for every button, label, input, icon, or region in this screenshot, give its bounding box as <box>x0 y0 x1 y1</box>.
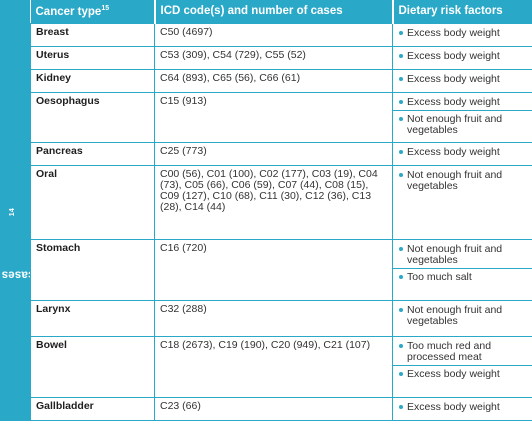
risk-item: Excess body weight <box>392 364 532 382</box>
table-row: Bowel C18 (2673), C19 (190), C20 (949), C… <box>30 335 532 398</box>
risk-item: Excess body weight <box>398 96 527 110</box>
table-row: Gallbladder C23 (66) Excess body weight <box>30 396 532 421</box>
table-row: Breast C50 (4697) Excess body weight <box>30 22 532 47</box>
cancer-type-cell: Pancreas <box>30 142 155 167</box>
header-risk: Dietary risk factors <box>392 0 532 23</box>
risk-item: Excess body weight <box>398 50 527 64</box>
cancer-type-cell: Uterus <box>30 45 155 70</box>
risk-cell: Excess body weight Not enough fruit and v… <box>392 91 532 144</box>
icd-cell: C16 (720) <box>154 239 393 302</box>
risk-cell: Too much red and processed meat Excess bo… <box>392 335 532 398</box>
risk-cell: Not enough fruit and vegetables Too much … <box>392 239 532 302</box>
icd-cell: C50 (4697) <box>154 22 393 47</box>
risk-item: Not enough fruit and vegetables <box>398 169 527 194</box>
risk-item: Excess body weight <box>398 401 527 415</box>
cancer-type-cell: Kidney <box>30 68 155 93</box>
risk-item: Excess body weight <box>398 73 527 87</box>
cancer-type-cell: Bowel <box>30 335 155 398</box>
risk-item: Not enough fruit and vegetables <box>398 304 527 329</box>
side-label-text: 14,418 cases in 201314 <box>0 207 74 333</box>
icd-cell: C00 (56), C01 (100), C02 (177), C03 (19)… <box>154 165 393 241</box>
risk-item: Too much salt <box>392 268 532 285</box>
side-label-sup: 14 <box>8 207 16 216</box>
header-cancer-type-label: Cancer type <box>35 5 102 18</box>
cancer-type-cell: Larynx <box>30 300 155 337</box>
risk-item: Too much red and processed meat <box>398 340 527 365</box>
risk-cell: Not enough fruit and vegetables <box>392 165 532 241</box>
risk-cell: Excess body weight <box>392 396 532 421</box>
table-row: Oesophagus C15 (913) Excess body weight Not… <box>30 91 532 144</box>
header-icd: ICD code(s) and number of cases <box>154 0 394 23</box>
table-row: Stomach C16 (720) Not enough fruit and veg… <box>30 239 532 302</box>
risk-item: Excess body weight <box>398 146 527 160</box>
risk-item: Excess body weight <box>398 27 527 41</box>
icd-cell: C32 (288) <box>154 300 393 337</box>
side-label: 14,418 cases in 201314 <box>0 120 74 420</box>
table-row: Kidney C64 (893), C65 (56), C66 (61) Exces… <box>30 68 532 93</box>
header-cancer-type: Cancer type15 <box>30 0 156 23</box>
icd-cell: C53 (309), C54 (729), C55 (52) <box>154 45 393 70</box>
icd-cell: C23 (66) <box>154 396 393 421</box>
side-band <box>0 0 30 421</box>
risk-item: Not enough fruit and vegetables <box>398 243 527 268</box>
icd-cell: C18 (2673), C19 (190), C20 (949), C21 (1… <box>154 335 393 398</box>
risk-item: Not enough fruit and vegetables <box>392 109 532 138</box>
cancer-type-cell: Gallbladder <box>30 396 155 421</box>
cancer-type-cell: Stomach <box>30 239 155 302</box>
cancer-type-cell: Oral <box>30 165 155 241</box>
table-header-row: Cancer type15 ICD code(s) and number of … <box>30 0 532 23</box>
table-row: Oral C00 (56), C01 (100), C02 (177), C03 … <box>30 165 532 241</box>
icd-cell: C15 (913) <box>154 91 393 144</box>
table-body: Breast C50 (4697) Excess body weight Uterus… <box>30 22 532 421</box>
risk-cell: Not enough fruit and vegetables <box>392 300 532 337</box>
icd-cell: C64 (893), C65 (56), C66 (61) <box>154 68 393 93</box>
cancer-type-cell: Oesophagus <box>30 91 155 144</box>
header-cancer-type-sup: 15 <box>101 4 110 12</box>
icd-cell: C25 (773) <box>154 142 393 167</box>
risk-cell: Excess body weight <box>392 45 532 70</box>
risk-cell: Excess body weight <box>392 142 532 167</box>
table-row: Larynx C32 (288) Not enough fruit and vege… <box>30 300 532 337</box>
cancer-risk-table: Cancer type15 ICD code(s) and number of … <box>30 0 532 421</box>
risk-cell: Excess body weight <box>392 68 532 93</box>
table-row: Uterus C53 (309), C54 (729), C55 (52) Exce… <box>30 45 532 70</box>
cancer-type-cell: Breast <box>30 22 155 47</box>
risk-cell: Excess body weight <box>392 22 532 47</box>
table-row: Pancreas C25 (773) Excess body weight <box>30 142 532 167</box>
